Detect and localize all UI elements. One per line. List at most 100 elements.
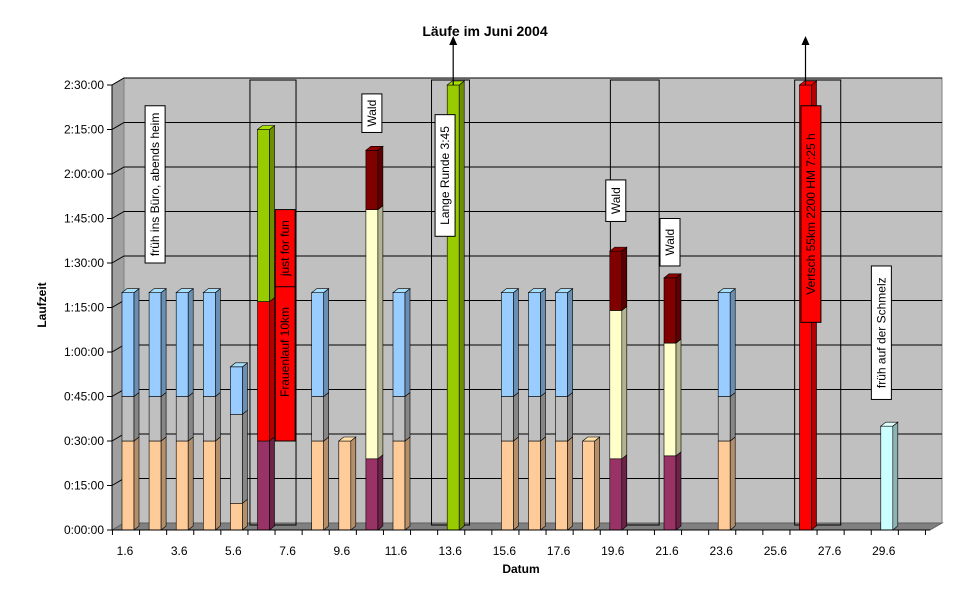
bar-top — [717, 288, 737, 293]
arrow-head — [449, 36, 458, 45]
y-tick-label: 0:45:00 — [64, 390, 104, 404]
annotation-label: Vertsch 55km 2200 HM 7:25 h — [804, 133, 818, 294]
bar-segment — [148, 396, 162, 442]
bar-top — [148, 288, 167, 293]
bar-side — [567, 436, 573, 531]
bar-side — [404, 436, 411, 531]
bar-side — [242, 409, 248, 504]
bar-side — [675, 338, 682, 457]
bar-segment — [311, 292, 325, 397]
bar-top — [663, 273, 682, 279]
bar-segment — [555, 440, 568, 531]
x-tick-label: 13.6 — [439, 544, 463, 558]
bar-side — [729, 391, 736, 442]
x-tick-label: 25.6 — [764, 544, 788, 558]
y-tick-label: 1:45:00 — [64, 212, 104, 226]
bar-segment — [392, 292, 406, 397]
bar-segment — [392, 440, 406, 531]
bar-segment — [230, 413, 243, 504]
annotation-label: früh ins Büro, abends heim — [148, 113, 162, 256]
y-tick-label: 2:30:00 — [64, 78, 104, 92]
bar-top — [879, 421, 899, 427]
bar-side — [621, 246, 628, 312]
bar-segment — [582, 440, 596, 531]
bar-side — [404, 391, 411, 442]
bar-side — [269, 296, 275, 442]
bar-side — [323, 288, 330, 398]
bar-segment — [609, 310, 623, 460]
bar-segment — [501, 292, 514, 397]
chart-title: Läufe im Juni 2004 — [422, 23, 547, 39]
bar-side — [269, 124, 275, 303]
bar-side — [621, 305, 628, 460]
x-tick-label: 5.6 — [225, 544, 242, 558]
bar-side — [242, 498, 248, 531]
bar-top — [798, 80, 818, 86]
bar-side — [513, 391, 519, 442]
bar-segment — [338, 440, 352, 531]
bar-side — [215, 436, 221, 531]
bar-side — [187, 391, 194, 442]
bar-side — [350, 436, 357, 531]
x-tick-label: 1.6 — [117, 544, 134, 558]
x-tick-label: 11.6 — [385, 544, 408, 558]
bar-segment — [365, 458, 379, 531]
bar-segment — [175, 292, 189, 397]
bar-side — [377, 454, 384, 531]
bar-top — [500, 288, 520, 293]
bar-segment — [257, 440, 270, 531]
bar-side — [513, 288, 519, 398]
x-tick-label: 15.6 — [493, 544, 517, 558]
bar-side — [133, 436, 140, 531]
bar-side — [133, 391, 140, 442]
bar-side — [594, 436, 601, 531]
bar-segment — [311, 440, 325, 531]
x-axis: 1.6 3.6 5.6 7.6 9.6 11.6 13.6 15.6 17.6 19.6 21.6 2… — [111, 529, 930, 558]
bar-top — [608, 246, 628, 252]
bar-segment — [148, 440, 162, 531]
y-tick-label: 1:15:00 — [64, 301, 104, 315]
bar-segment — [392, 396, 406, 442]
bar-segment — [528, 292, 541, 397]
annotations: früh ins Büro, abends heim Frauenlauf 10k… — [144, 93, 892, 442]
bar-side — [729, 436, 736, 531]
bar-side — [323, 436, 330, 531]
bar-segment — [501, 440, 514, 531]
bar-top — [310, 288, 330, 293]
bar-side — [513, 436, 519, 531]
bar-side — [567, 288, 573, 398]
annotation-box — [434, 114, 456, 237]
annotation-box — [144, 105, 166, 264]
bar-side — [621, 454, 628, 531]
y-tick-label: 2:00:00 — [64, 167, 104, 181]
bar-segment — [121, 292, 135, 397]
bar-segment — [203, 440, 216, 531]
annotation-label: Wald — [365, 100, 379, 127]
bar-side — [187, 288, 194, 398]
y-tick-label: 1:00:00 — [64, 345, 104, 359]
bar-side — [540, 436, 546, 531]
x-axis-title: Datum — [502, 562, 539, 576]
gridline — [111, 211, 942, 219]
bar-side — [377, 204, 384, 460]
bar-side — [160, 436, 167, 531]
bar-side — [242, 362, 248, 415]
bar-top — [256, 125, 276, 130]
bar-top — [554, 288, 574, 293]
bar-segment — [311, 396, 325, 442]
bar-side — [187, 436, 194, 531]
annotation-label: Wald — [663, 229, 677, 256]
bar-side — [133, 288, 140, 398]
bar-top — [527, 288, 547, 293]
y-axis-title: Laufzeit — [35, 282, 49, 327]
bar-top — [175, 288, 195, 293]
y-tick-label: 1:30:00 — [64, 256, 104, 270]
bar-segment — [555, 292, 568, 397]
bar-side — [458, 80, 465, 531]
bar-segment — [230, 366, 243, 415]
annotation-box — [659, 218, 681, 267]
x-tick-label: 27.6 — [818, 544, 842, 558]
bar-segment — [230, 502, 243, 531]
bar-segment — [121, 440, 135, 531]
